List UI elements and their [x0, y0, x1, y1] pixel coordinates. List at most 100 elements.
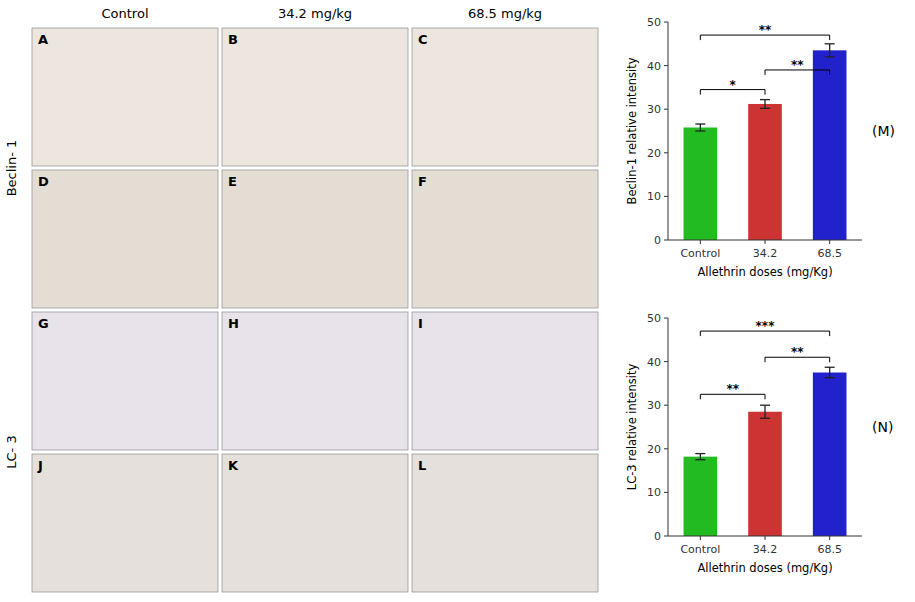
y-tick [664, 448, 668, 449]
panel-letter: G [38, 316, 49, 331]
figure: A B C D E F G H I J K L Control 34.2 mg/kg 68.5 mg/kg B… [0, 0, 915, 602]
significance-label: ** [759, 23, 772, 37]
y-tick-label: 50 [647, 16, 661, 29]
plot-marks [684, 44, 847, 240]
error-bar-cap [695, 453, 705, 454]
panel-letter: L [418, 458, 426, 473]
error-bar [825, 367, 835, 377]
bar-chart: *****01020304050Control34.268.5Allethrin… [625, 16, 895, 279]
image-panel [222, 28, 408, 166]
row-group-label: LC- 3 [4, 435, 19, 468]
significance-label: ** [791, 345, 804, 359]
significance-label: * [730, 78, 737, 92]
y-tick [664, 109, 668, 110]
error-bar [760, 100, 770, 109]
bar-chart: *******01020304050Control34.268.5Allethr… [625, 312, 893, 575]
y-tick [664, 536, 668, 537]
error-bar-cap [695, 123, 705, 124]
y-tick [664, 65, 668, 66]
y-tick-label: 0 [654, 530, 661, 543]
image-panel [412, 454, 598, 592]
panel-letter: J [37, 458, 43, 473]
error-bar-cap [825, 377, 835, 378]
y-tick [664, 152, 668, 153]
image-panel [32, 170, 218, 308]
panel-letter: F [418, 174, 427, 189]
error-bar-cap [760, 405, 770, 406]
x-tick [829, 536, 830, 540]
row-group-label: Beclin- 1 [4, 140, 19, 197]
x-tick-label: 34.2 [753, 247, 778, 260]
y-tick-label: 50 [647, 312, 661, 325]
error-bar-cap [760, 99, 770, 100]
column-header: 68.5 mg/kg [468, 6, 542, 21]
error-bar [825, 44, 835, 57]
y-tick [664, 22, 668, 23]
x-tick-label: Control [680, 543, 720, 556]
x-tick-label: 68.5 [817, 247, 842, 260]
x-tick-label: Control [680, 247, 720, 260]
image-panel [32, 28, 218, 166]
error-bar-cap [760, 108, 770, 109]
image-panel [222, 170, 408, 308]
x-axis-label: Allethrin doses (mg/Kg) [697, 561, 832, 575]
panel-letter: D [38, 174, 49, 189]
y-axis-label: Beclin-1 relative intensity [625, 57, 639, 204]
error-bar-cap [825, 56, 835, 57]
y-tick-label: 30 [647, 103, 661, 116]
error-bar-stem [764, 405, 765, 418]
y-tick [664, 240, 668, 241]
error-bar-cap [695, 459, 705, 460]
y-tick-label: 30 [647, 399, 661, 412]
bar [684, 457, 718, 536]
error-bar-cap [825, 43, 835, 44]
error-bar-cap [825, 367, 835, 368]
plot-marks [684, 367, 847, 536]
image-panel [222, 454, 408, 592]
error-bar [760, 405, 770, 418]
y-tick [664, 318, 668, 319]
y-tick-label: 40 [647, 356, 661, 369]
image-panel [412, 28, 598, 166]
error-bar-stem [829, 44, 830, 57]
x-tick [700, 240, 701, 244]
chart-label: (N) [872, 419, 893, 435]
y-tick-label: 40 [647, 60, 661, 73]
y-tick-label: 20 [647, 147, 661, 160]
x-tick [765, 240, 766, 244]
y-tick [664, 196, 668, 197]
significance-label: *** [756, 319, 776, 333]
panel-letter: C [418, 32, 428, 47]
bar [748, 104, 782, 240]
y-tick [664, 405, 668, 406]
y-tick-label: 20 [647, 443, 661, 456]
error-bar [695, 124, 705, 131]
significance-label: ** [791, 58, 804, 72]
panel-letter: I [418, 316, 423, 331]
y-axis-label: LC-3 relative intensity [625, 364, 639, 491]
image-panel [412, 170, 598, 308]
panel-letter: B [228, 32, 238, 47]
x-axis-label: Allethrin doses (mg/Kg) [697, 265, 832, 279]
panel-letter: E [228, 174, 237, 189]
chart-label: (M) [872, 123, 895, 139]
bar [813, 50, 847, 240]
panel-letter: H [228, 316, 239, 331]
image-panels: A B C D E F G H I J K L Control 34.2 mg/kg 68.5 mg/kg B… [4, 6, 598, 592]
y-axis-line [668, 22, 669, 240]
error-bar-stem [700, 454, 701, 460]
x-tick [765, 536, 766, 540]
panel-letter: A [38, 32, 48, 47]
column-header: Control [102, 6, 149, 21]
column-header: 34.2 mg/kg [278, 6, 352, 21]
bar [684, 128, 718, 240]
significance-label: ** [726, 382, 739, 396]
error-bar-stem [764, 100, 765, 109]
y-axis-line [668, 318, 669, 536]
x-tick [700, 536, 701, 540]
y-tick-label: 0 [654, 234, 661, 247]
x-tick [829, 240, 830, 244]
x-tick-label: 68.5 [817, 543, 842, 556]
panel-letter: K [228, 458, 239, 473]
image-panel [412, 312, 598, 450]
